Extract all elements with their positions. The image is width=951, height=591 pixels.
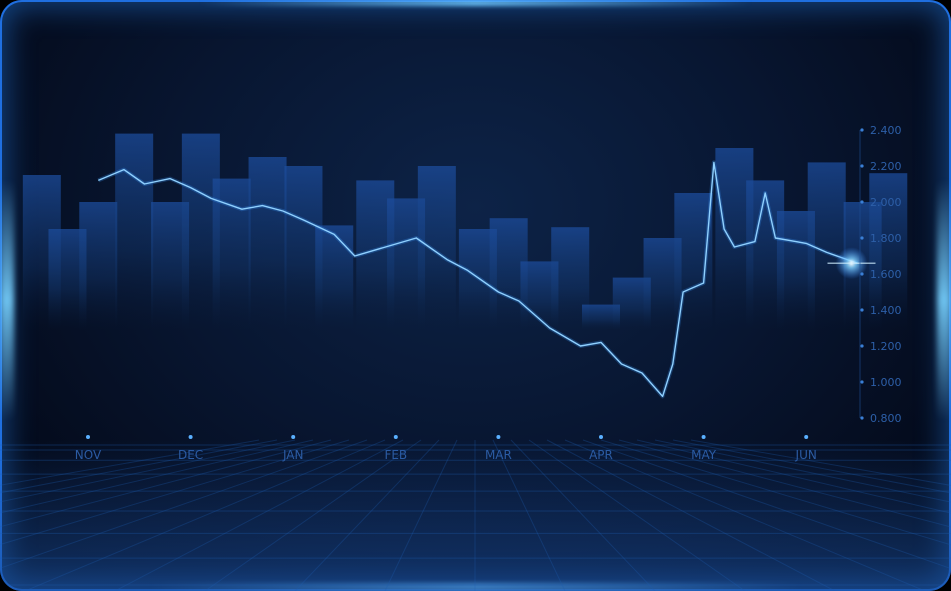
floor-grid-line [24,439,386,591]
floor-grid-line [564,439,926,591]
perspective-floor-grid [0,439,951,591]
x-tick-dot [701,435,706,439]
x-tick-label: JUN [795,448,817,462]
y-tick-label: 0.800 [870,412,902,425]
y-tick-dot [860,308,864,312]
x-tick-dot [496,435,501,439]
x-tick-dot [599,435,603,439]
price-line [98,161,858,398]
x-tick-label: NOV [75,448,102,462]
floor-grid-line [0,439,314,514]
floor-grid-line [204,439,422,591]
y-tick-dot [860,344,864,348]
x-tick-dot [86,435,90,439]
floor-grid-line [492,439,566,591]
top-edge-glow [200,0,751,6]
floor-grid-line [510,439,656,591]
y-tick-label: 1.200 [870,340,902,353]
floor-grid-line [294,439,440,591]
floor-grid-line [546,439,836,591]
x-tick-label: MAY [691,448,717,462]
floor-grid-line [0,439,296,503]
y-tick-dot [860,128,864,132]
floor-grid-line [0,439,260,486]
x-tick-label: MAR [485,448,512,462]
y-tick-label: 2.400 [870,124,902,137]
x-tick-label: JAN [282,448,304,462]
x-tick-dot [804,435,809,439]
y-tick-label: 2.200 [870,160,902,173]
x-tick-label: FEB [384,448,407,462]
floor-glow [0,440,951,591]
floor-grid-line [672,439,951,494]
floor-grid-line [654,439,951,503]
bar [212,178,251,330]
bar [417,166,456,330]
y-tick-dot [860,416,864,420]
bar [79,202,118,330]
right-edge-glow [937,180,951,420]
floor-grid-line [0,439,368,569]
y-tick-label: 2.000 [870,196,902,209]
floor-grid-line [528,439,746,591]
y-tick-label: 1.600 [870,268,902,281]
y-tick-dot [860,236,864,240]
x-tick-label: DEC [178,448,203,462]
floor-grid-line [618,439,951,528]
floor-grid-line [0,439,332,528]
bar-series [22,133,908,330]
floor-grid-line [0,439,278,494]
floor-grid-line [690,439,951,486]
left-edge-glow [0,180,14,420]
y-tick-label: 1.000 [870,376,902,389]
floor-grid-line [384,439,458,591]
bar [248,157,287,330]
y-tick-dot [860,380,864,384]
floor-grid-line [0,439,350,546]
bar [115,133,154,330]
y-tick-dot [860,164,864,168]
y-tick-dot [860,200,864,204]
x-tick-dot [188,435,193,439]
floor-grid-line [636,439,951,514]
bar [315,225,354,330]
y-tick-label: 1.800 [870,232,902,245]
y-tick-dot [860,272,864,276]
x-tick-label: APR [589,448,613,462]
bar [869,173,908,330]
axes: NOV DEC JAN FEB MAR APR MAY JUN 0.800 1.000 1.200 1… [70,124,902,462]
x-tick-dot [291,435,296,439]
x-tick-dot [393,435,398,439]
floor-grid-line [600,439,951,546]
floor-grid-line [114,439,404,591]
y-tick-label: 1.400 [870,304,902,317]
floor-grid-line [582,439,951,570]
